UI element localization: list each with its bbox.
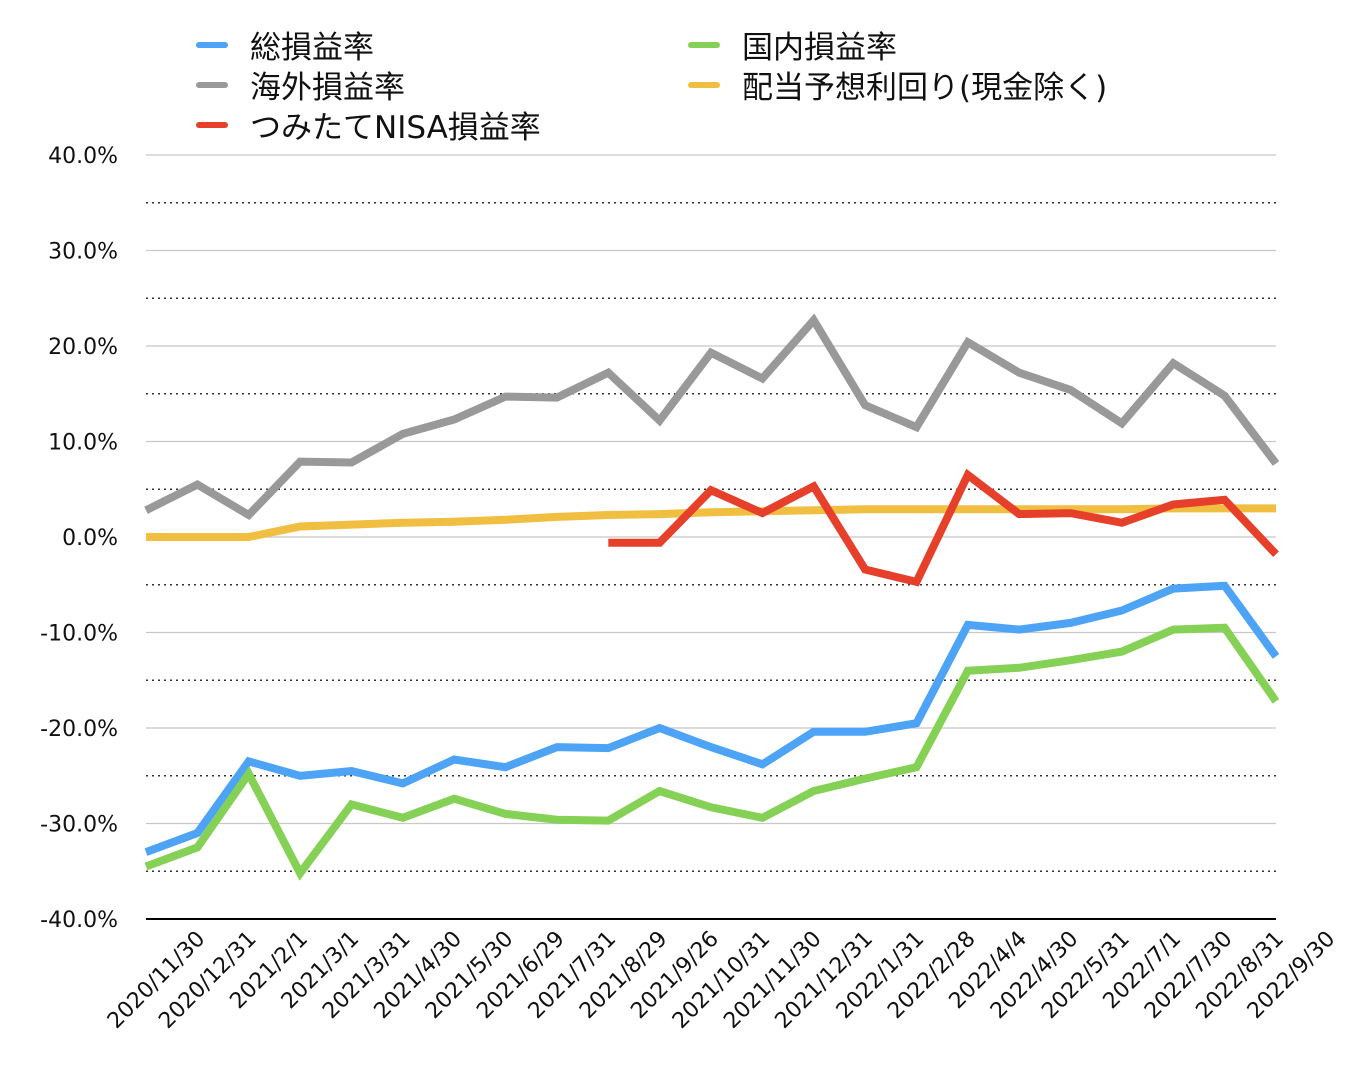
legend-swatch-domestic bbox=[688, 41, 720, 48]
legend-swatch-total bbox=[196, 41, 228, 48]
grid-lines bbox=[146, 154, 1276, 920]
series-line-domestic bbox=[144, 623, 1280, 881]
y-tick-label: 40.0% bbox=[48, 144, 118, 169]
legend-label-overseas: 海外損益率 bbox=[250, 70, 405, 106]
legend-label-dividend: 配当予想利回り(現金除く) bbox=[742, 70, 1108, 106]
y-tick-label: -40.0% bbox=[40, 908, 118, 933]
legend-swatch-dividend bbox=[688, 81, 720, 88]
legend-swatch-nisa bbox=[196, 121, 228, 128]
legend-item-domestic: 国内損益率 bbox=[688, 22, 897, 67]
y-tick-label: -30.0% bbox=[40, 813, 118, 838]
series-line-total bbox=[144, 581, 1280, 856]
y-tick-label: -10.0% bbox=[40, 622, 118, 647]
y-tick-label: 20.0% bbox=[48, 335, 118, 360]
legend-label-domestic: 国内損益率 bbox=[742, 30, 897, 66]
legend-item-nisa: つみたてNISA損益率 bbox=[196, 102, 541, 147]
y-tick-label: 10.0% bbox=[48, 431, 118, 456]
legend-item-dividend: 配当予想利回り(現金除く) bbox=[688, 62, 1107, 107]
legend: 総損益率 海外損益率 つみたてNISA損益率 国内損益率 配当予想利回り(現金除… bbox=[0, 0, 1356, 150]
y-axis-ticks: 40.0% 30.0% 20.0% 10.0% 0.0% -10.0% -20.0% -30.… bbox=[40, 144, 118, 933]
y-tick-label: 30.0% bbox=[48, 240, 118, 265]
series-lines bbox=[144, 313, 1280, 881]
x-axis-ticks: 2020/11/302020/12/312021/2/12021/3/12021… bbox=[103, 927, 1340, 1034]
legend-item-overseas: 海外損益率 bbox=[196, 62, 405, 107]
legend-label-total: 総損益率 bbox=[250, 30, 374, 66]
legend-item-total: 総損益率 bbox=[196, 22, 374, 67]
series-line-nisa bbox=[608, 468, 1279, 587]
legend-swatch-overseas bbox=[196, 81, 228, 88]
y-tick-label: -20.0% bbox=[40, 717, 118, 742]
legend-label-nisa: つみたてNISA損益率 bbox=[250, 110, 541, 146]
series-line-dividend bbox=[146, 504, 1276, 541]
series-line-overseas bbox=[144, 313, 1280, 521]
y-tick-label: 0.0% bbox=[62, 526, 118, 551]
